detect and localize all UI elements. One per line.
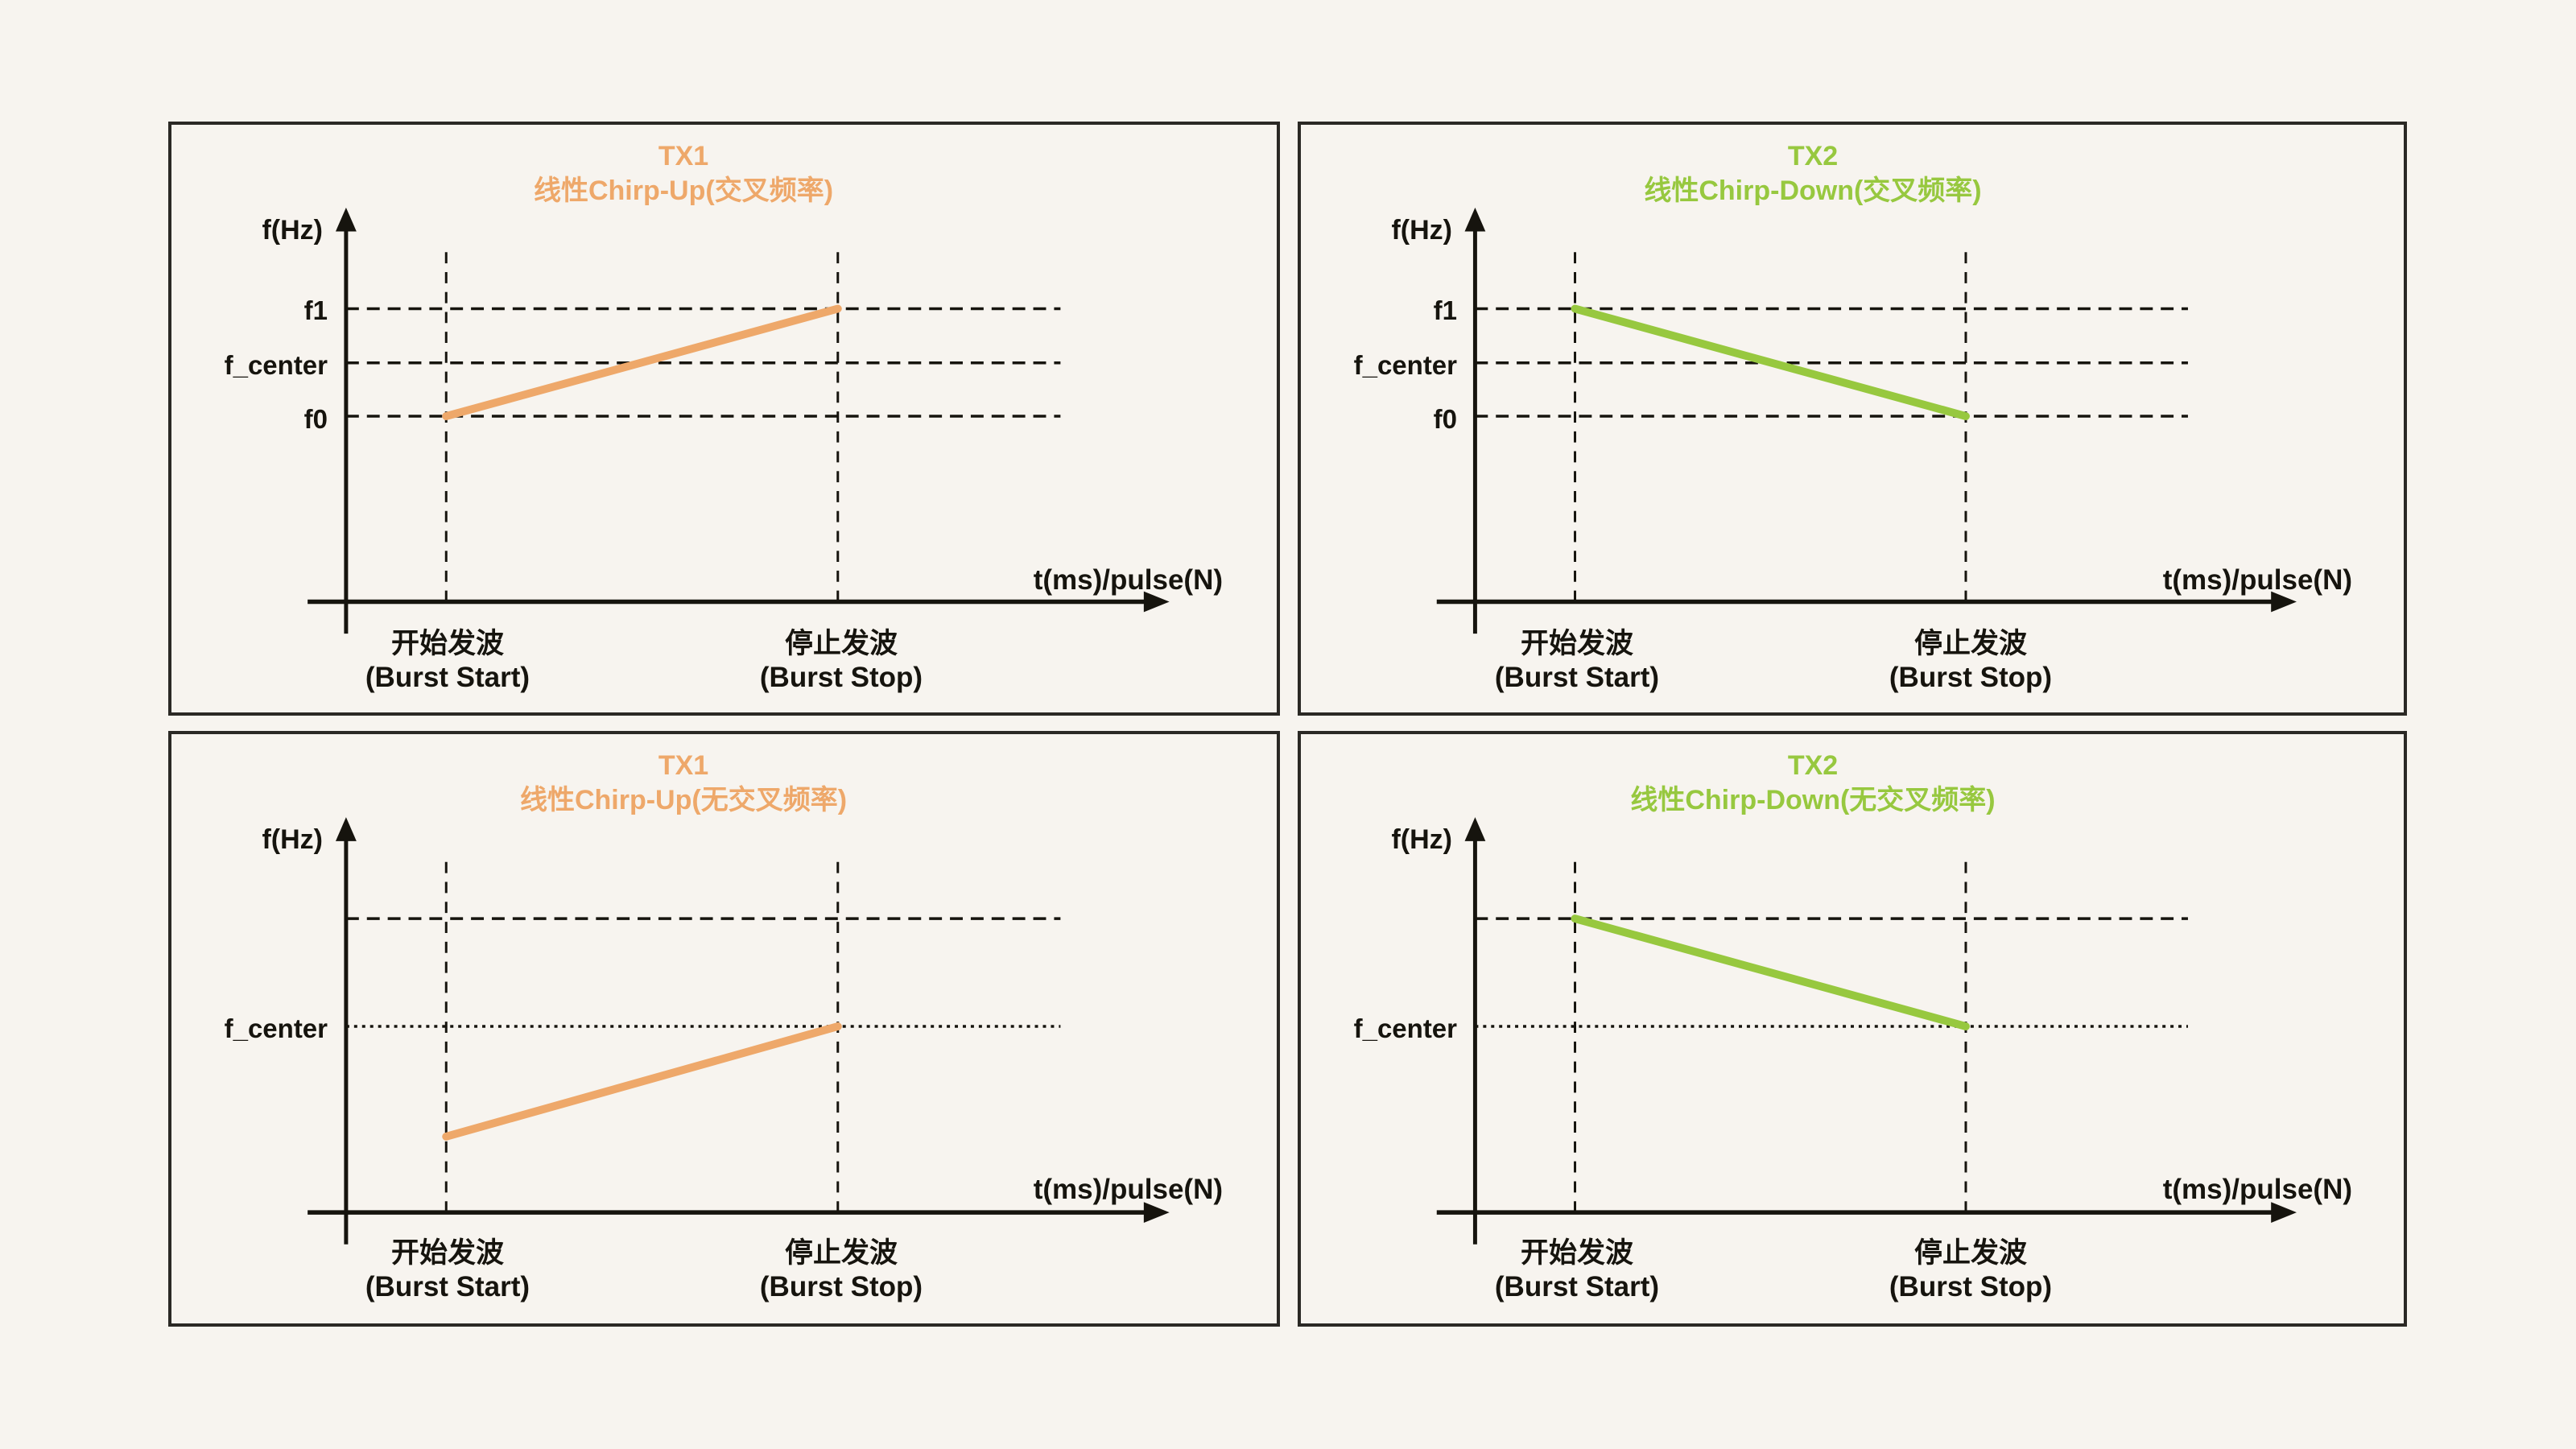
- x-tick-burst-start: 开始发波 (Burst Start): [1495, 1236, 1659, 1304]
- y-axis-arrowhead: [335, 817, 357, 841]
- x-axis-arrowhead: [2271, 591, 2297, 613]
- y-axis-label: f(Hz): [262, 215, 323, 246]
- panel-title-line1: TX2: [1787, 750, 1839, 781]
- x-tick-burst-stop-en: (Burst Stop): [1889, 1271, 2053, 1302]
- plot-canvas: [308, 817, 1170, 1245]
- y-level-label-f1: f1: [1433, 295, 1457, 325]
- panel-title: TX2 线性Chirp-Down(交叉频率): [1644, 139, 1981, 208]
- panel-title-line2: 线性Chirp-Down(无交叉频率): [1630, 784, 1996, 815]
- x-tick-burst-start-cn: 开始发波: [1520, 1237, 1633, 1269]
- panel-title-line1: TX1: [658, 750, 709, 781]
- panel-tx1-chirp-up-crossed: TX1 线性Chirp-Up(交叉频率) f(Hz) f1 f_center f…: [168, 122, 1280, 716]
- plot-canvas: [1436, 207, 2297, 634]
- panel-title-line1: TX2: [1787, 141, 1839, 171]
- x-axis-label: t(ms)/pulse(N): [2162, 564, 2352, 596]
- y-axis-label: f(Hz): [1391, 215, 1452, 246]
- x-tick-burst-stop-cn: 停止发波: [784, 628, 898, 659]
- x-tick-burst-start-cn: 开始发波: [390, 1237, 504, 1269]
- panel-title-line2: 线性Chirp-Up(交叉频率): [533, 175, 834, 206]
- chirp-line: [1571, 304, 1970, 420]
- y-axis-arrowhead: [335, 207, 357, 232]
- panel-tx1-chirp-up-noncrossed: TX1 线性Chirp-Up(无交叉频率) f(Hz) f_center 开始发…: [168, 731, 1280, 1327]
- y-level-label-fcenter: f_center: [1353, 350, 1457, 380]
- y-axis-arrowhead: [1464, 207, 1486, 232]
- panel-title: TX2 线性Chirp-Down(无交叉频率): [1630, 749, 1995, 818]
- x-tick-burst-stop-en: (Burst Stop): [759, 662, 923, 693]
- y-level-label-f0: f0: [303, 404, 328, 434]
- x-tick-burst-start: 开始发波 (Burst Start): [365, 1236, 530, 1304]
- x-tick-burst-stop-cn: 停止发波: [1913, 1237, 2028, 1269]
- panel-title-line1: TX1: [658, 141, 709, 171]
- y-axis-arrowhead: [1464, 817, 1486, 841]
- x-tick-burst-start-en: (Burst Start): [365, 662, 530, 693]
- x-tick-burst-stop: 停止发波 (Burst Stop): [760, 627, 923, 695]
- y-level-label-fcenter: f_center: [224, 1013, 328, 1043]
- x-axis-arrowhead: [2271, 1202, 2297, 1224]
- x-tick-burst-stop-en: (Burst Stop): [1889, 662, 2053, 693]
- x-axis-arrowhead: [1143, 1202, 1170, 1224]
- x-tick-burst-start-cn: 开始发波: [1520, 628, 1633, 659]
- y-axis-label: f(Hz): [262, 824, 323, 855]
- panel-title-line2: 线性Chirp-Up(无交叉频率): [519, 784, 848, 815]
- x-tick-burst-stop-cn: 停止发波: [1913, 628, 2028, 659]
- x-tick-burst-start: 开始发波 (Burst Start): [1495, 627, 1659, 695]
- x-tick-burst-stop: 停止发波 (Burst Stop): [1889, 1236, 2052, 1304]
- panel-title: TX1 线性Chirp-Up(交叉频率): [534, 139, 833, 208]
- x-tick-burst-start-en: (Burst Start): [1494, 662, 1660, 693]
- y-axis-label: f(Hz): [1391, 824, 1452, 855]
- plot-canvas: [1436, 817, 2297, 1245]
- x-tick-burst-start-en: (Burst Start): [1494, 1271, 1660, 1302]
- panel-title: TX1 线性Chirp-Up(无交叉频率): [520, 749, 847, 818]
- x-tick-burst-start: 开始发波 (Burst Start): [365, 627, 530, 695]
- x-axis-label: t(ms)/pulse(N): [2162, 1174, 2352, 1205]
- y-level-label-fcenter: f_center: [1353, 1013, 1457, 1043]
- x-axis-label: t(ms)/pulse(N): [1033, 564, 1223, 596]
- x-axis-arrowhead: [1143, 591, 1170, 613]
- x-tick-burst-stop-cn: 停止发波: [784, 1237, 898, 1269]
- y-level-label-fcenter: f_center: [224, 350, 328, 380]
- x-tick-burst-start-cn: 开始发波: [390, 628, 504, 659]
- chirp-line: [442, 304, 842, 420]
- x-axis-label: t(ms)/pulse(N): [1033, 1174, 1223, 1205]
- x-tick-burst-start-en: (Burst Start): [365, 1271, 530, 1302]
- panel-tx2-chirp-down-crossed: TX2 线性Chirp-Down(交叉频率) f(Hz) f1 f_center…: [1298, 122, 2407, 716]
- chirp-line: [1571, 914, 1970, 1030]
- y-level-label-f1: f1: [303, 295, 328, 325]
- x-tick-burst-stop: 停止发波 (Burst Stop): [760, 1236, 923, 1304]
- chirp-line: [442, 1022, 842, 1141]
- plot-canvas: [308, 207, 1170, 634]
- y-level-label-f0: f0: [1433, 404, 1457, 434]
- x-tick-burst-stop: 停止发波 (Burst Stop): [1889, 627, 2052, 695]
- x-tick-burst-stop-en: (Burst Stop): [759, 1271, 923, 1302]
- panel-title-line2: 线性Chirp-Down(交叉频率): [1644, 175, 1982, 206]
- panel-tx2-chirp-down-noncrossed: TX2 线性Chirp-Down(无交叉频率) f(Hz) f_center 开…: [1298, 731, 2407, 1327]
